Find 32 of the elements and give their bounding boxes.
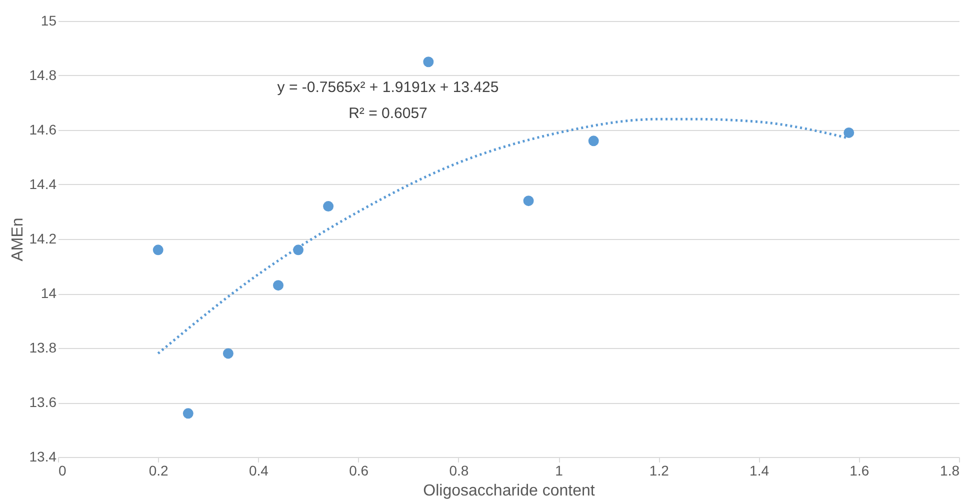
point (844, 127, 854, 138)
x-tick-label: 0.2 (148, 462, 169, 478)
y-tick-label: 15 (40, 12, 57, 28)
annotation: R² = 0.6057 (348, 105, 428, 122)
point (423, 56, 434, 68)
y-tick-label: 13.6 (29, 394, 57, 410)
x-tick-label: 0.4 (248, 462, 269, 478)
point (523, 196, 534, 206)
y-tick-label: 14.4 (29, 176, 57, 192)
x-tick-label: 0 (58, 462, 66, 478)
x-tick-label: 1.2 (649, 462, 670, 478)
x-axis-title: Oligosaccharide content (423, 482, 596, 500)
x-tick-label: 0.8 (449, 462, 469, 478)
x-tick-label: 1.4 (750, 462, 770, 478)
point (152, 244, 164, 256)
y-axis-title: AMEn (9, 218, 26, 262)
point (182, 408, 194, 419)
y-tick-label: 14.2 (29, 230, 57, 246)
point (273, 280, 284, 291)
x-tick-label: 0.6 (349, 462, 369, 478)
x-tick-label: 1.8 (940, 462, 960, 478)
point (323, 201, 334, 212)
y-tick-label: 13.4 (29, 448, 57, 464)
annotation: y = -0.7565x² + 1.9191x + 13.425 (277, 79, 499, 96)
point (222, 348, 234, 359)
x-tick-label: 1 (555, 462, 564, 478)
y-tick-label: 14.8 (29, 67, 57, 83)
y-tick-label: 14 (40, 285, 57, 301)
x-tick-label: 1.6 (850, 462, 870, 478)
point (588, 136, 599, 146)
y-tick-label: 13.8 (29, 340, 57, 356)
y-tick-label: 14.6 (29, 122, 57, 138)
